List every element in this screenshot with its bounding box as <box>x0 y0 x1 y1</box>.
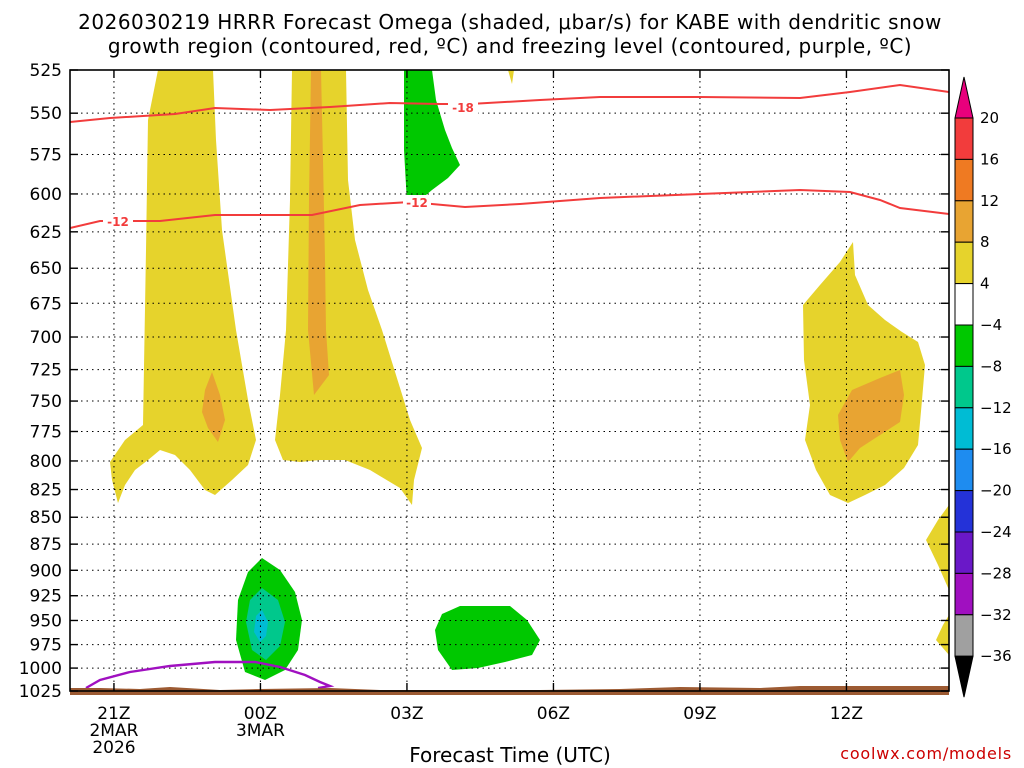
y-tick-label: 625 <box>30 223 62 243</box>
y-tick-label: 550 <box>30 104 62 124</box>
x-tick-label: 2026 <box>92 738 135 758</box>
contour-freezing-level <box>85 660 335 690</box>
x-axis-title: Forecast Time (UTC) <box>409 743 611 767</box>
x-tick-label: 00Z <box>244 704 277 724</box>
grid <box>70 70 949 691</box>
colorbar-label: 16 <box>980 150 999 168</box>
colorbar-segment <box>954 448 974 492</box>
chart-title-line1: 2026030219 HRRR Forecast Omega (shaded, … <box>78 10 942 34</box>
colorbar-label: 4 <box>980 275 990 293</box>
y-tick-label: 900 <box>30 561 62 581</box>
contours: -18 -12 -12 <box>70 83 949 690</box>
contour-label-minus12-b: -12 <box>406 196 428 210</box>
x-tick-label: 12Z <box>830 704 863 724</box>
colorbar-label: −28 <box>980 564 1012 582</box>
y-tick-label: 1000 <box>19 659 62 679</box>
x-tick-label: 2MAR <box>89 721 138 741</box>
colorbar-label: 12 <box>980 192 999 210</box>
y-tick-label: 775 <box>30 422 62 442</box>
colorbar: 20 16 12 8 4 −4 −8 −12 −16 −20 −24 −28 −32 −36 <box>954 76 1012 698</box>
omega-region-8-12-b <box>202 372 225 442</box>
colorbar-segment <box>954 614 974 657</box>
y-axis: 525 550 575 600 625 650 675 700 725 750 775 800 825 8… <box>19 61 949 702</box>
omega-shading <box>110 70 949 680</box>
contour-label-minus18: -18 <box>452 101 474 115</box>
y-tick-label: 950 <box>30 611 62 631</box>
plot-area: -18 -12 -12 525 550 575 600 625 650 675 700 725 7… <box>19 61 950 758</box>
y-tick-label: 725 <box>30 361 62 381</box>
x-tick-label: 21Z <box>97 704 130 724</box>
colorbar-label: 8 <box>980 233 990 251</box>
colorbar-segment <box>954 531 974 574</box>
x-tick-label: 03Z <box>390 704 423 724</box>
y-tick-label: 1025 <box>19 682 62 702</box>
colorbar-label: −4 <box>980 316 1002 334</box>
colorbar-segment <box>954 200 974 243</box>
omega-region-4-8-a <box>110 70 256 503</box>
colorbar-segment <box>954 407 974 450</box>
colorbar-label: −20 <box>980 482 1012 500</box>
y-tick-label: 800 <box>30 452 62 472</box>
y-tick-label: 525 <box>30 61 62 81</box>
y-tick-label: 650 <box>30 259 62 279</box>
x-tick-label: 09Z <box>683 704 716 724</box>
y-tick-label: 700 <box>30 328 62 348</box>
omega-region-8-12-c <box>838 370 904 462</box>
colorbar-segment <box>954 117 974 160</box>
colorbar-top-arrow <box>954 76 974 119</box>
omega-region-4-8-e <box>926 505 949 655</box>
omega-region-8-12-a <box>308 70 329 395</box>
y-tick-label: 875 <box>30 535 62 555</box>
contour-label-bg-minus12a <box>103 214 133 229</box>
colorbar-segment <box>954 365 974 409</box>
x-tick-label: 3MAR <box>236 721 285 741</box>
colorbar-label: −16 <box>980 440 1012 458</box>
y-tick-label: 600 <box>30 185 62 205</box>
x-tick-label: 06Z <box>537 704 570 724</box>
y-tick-label: 675 <box>30 294 62 314</box>
contour-label-minus12-a: -12 <box>107 215 129 229</box>
chart-title-line2: growth region (contoured, red, ºC) and f… <box>108 34 912 58</box>
contour-label-bg-minus18 <box>448 100 478 115</box>
contour-label-bg-minus12b <box>403 195 431 210</box>
colorbar-segment <box>954 324 974 367</box>
colorbar-label: 20 <box>980 109 999 127</box>
colorbar-label: −24 <box>980 523 1012 541</box>
omega-region-4-8-d <box>803 242 925 503</box>
colorbar-segment <box>954 158 974 202</box>
y-tick-label: 850 <box>30 508 62 528</box>
colorbar-label: −32 <box>980 606 1012 624</box>
omega-region-neg12-neg16 <box>254 610 268 642</box>
omega-region-neg4-neg8-c <box>435 606 540 670</box>
colorbar-segment <box>954 283 974 326</box>
colorbar-bottom-arrow <box>954 655 974 698</box>
colorbar-label: −8 <box>980 357 1002 375</box>
omega-region-neg4-neg8-a <box>404 70 460 203</box>
y-tick-label: 575 <box>30 145 62 165</box>
omega-region-4-8-c <box>508 70 514 84</box>
y-tick-label: 925 <box>30 587 62 607</box>
colorbar-segment <box>954 241 974 285</box>
y-tick-label: 825 <box>30 481 62 501</box>
plot-frame <box>69 69 950 692</box>
omega-region-4-8-b <box>275 70 422 505</box>
y-tick-label: 750 <box>30 392 62 412</box>
colorbar-segment <box>954 572 974 616</box>
credit-text: coolwx.com/models <box>840 744 1012 763</box>
contour-minus12 <box>70 188 949 229</box>
colorbar-segment <box>954 490 974 533</box>
y-tick-label: 975 <box>30 636 62 656</box>
colorbar-label: −12 <box>980 399 1012 417</box>
colorbar-label: −36 <box>980 647 1012 665</box>
